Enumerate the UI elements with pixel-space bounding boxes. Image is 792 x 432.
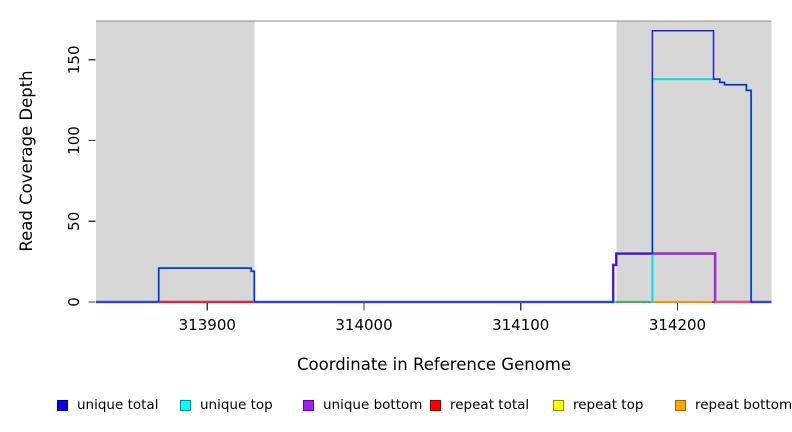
legend-swatch-icon [553, 399, 564, 411]
legend-item-repeat-top: repeat top [553, 397, 643, 413]
shaded-region [96, 21, 255, 302]
legend: unique total unique top unique bottom repea… [0, 397, 792, 417]
x-tick-label: 313900 [179, 316, 236, 334]
legend-label: repeat top [573, 397, 644, 413]
legend-swatch-icon [57, 399, 68, 411]
x-tick-label: 314000 [335, 316, 392, 334]
coverage-plot: 313900 314000 314100 314200 0 50 100 150 [65, 20, 772, 334]
legend-swatch-icon [303, 399, 314, 411]
legend-item-unique-total: unique total [57, 397, 158, 413]
legend-item-unique-bottom: unique bottom [303, 397, 422, 413]
legend-label: repeat total [450, 397, 530, 413]
y-tick-label: 100 [65, 126, 83, 155]
legend-label: unique top [200, 397, 273, 413]
legend-swatch-icon [430, 399, 441, 411]
y-tick-label: 150 [65, 45, 83, 74]
series-unique-total [96, 29, 772, 303]
x-tick-label: 314100 [492, 316, 549, 334]
legend-item-repeat-bottom: repeat bottom [675, 397, 792, 413]
legend-item-repeat-total: repeat total [430, 397, 529, 413]
y-tick-label: 50 [65, 212, 83, 231]
x-tick-label: 314200 [649, 316, 706, 334]
x-axis-title: Coordinate in Reference Genome [296, 355, 572, 374]
legend-label: unique total [77, 397, 159, 413]
legend-label: unique bottom [323, 397, 423, 413]
legend-swatch-icon [675, 399, 686, 411]
y-tick-label: 0 [65, 297, 83, 307]
legend-item-unique-top: unique top [180, 397, 273, 413]
legend-swatch-icon [180, 399, 191, 411]
y-axis-title: Read Coverage Depth [17, 70, 36, 252]
legend-label: repeat bottom [695, 397, 792, 413]
shaded-region [616, 21, 772, 302]
